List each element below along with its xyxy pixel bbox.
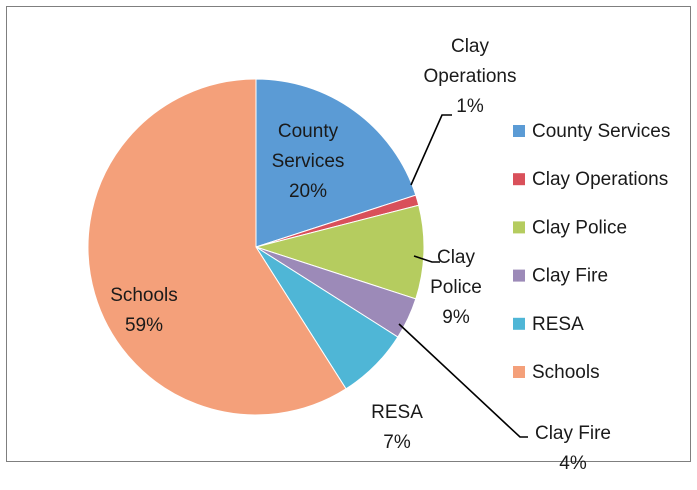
data-label-line: RESA [371,402,423,423]
legend-swatch-schools [513,366,525,378]
data-label-clay-police: Clay Police 9% [430,247,482,328]
pie-slice-schools [87,78,347,416]
legend-item-county-services: County Services [513,121,670,142]
legend-label-clay-police: Clay Police [532,217,627,238]
data-label-line: 4% [559,453,587,474]
data-label-clay-fire: Clay Fire 4% [535,423,611,474]
legend-label-clay-operations: Clay Operations [532,169,668,190]
legend-item-schools: Schools [513,362,600,383]
data-label-county-services: County Services 20% [272,121,345,202]
pie-slices [87,78,425,416]
legend-item-clay-operations: Clay Operations [513,169,668,190]
data-label-line: Schools [110,285,178,306]
legend-swatch-resa [513,317,525,330]
data-label-line: Clay [437,247,476,268]
data-label-line: 20% [289,181,327,202]
legend: County Services Clay Operations Clay Polic… [513,121,670,383]
data-label-schools: Schools 59% [110,285,178,336]
legend-swatch-clay-operations [513,173,525,186]
legend-label-county-services: County Services [532,121,670,142]
pie-slice-county-services [255,78,417,248]
legend-label-schools: Schools [532,362,600,383]
leader-line-clay-police [413,255,440,263]
data-label-line: 59% [125,315,163,336]
data-label-line: 7% [383,432,411,453]
legend-item-clay-police: Clay Police [513,217,627,238]
data-label-line: Police [430,277,482,298]
pie-slice-clay-police [254,204,425,300]
data-label-line: Clay Fire [535,423,611,444]
data-label-line: 9% [442,307,470,328]
legend-label-resa: RESA [532,314,584,335]
leader-lines [398,114,528,438]
leader-line-clay-operations [410,114,452,186]
data-label-resa: RESA 7% [371,402,423,453]
data-labels: County Services 20% Clay Operations 1% Clay Pol… [110,36,611,474]
data-label-clay-operations: Clay Operations 1% [424,36,517,117]
data-label-line: Clay [451,36,490,57]
legend-swatch-clay-police [513,221,525,234]
legend-item-resa: RESA [513,314,584,335]
legend-swatch-county-services [513,125,525,137]
data-label-line: Services [272,151,345,172]
data-label-line: 1% [456,96,484,117]
data-label-line: Operations [424,66,517,87]
legend-label-clay-fire: Clay Fire [532,266,608,287]
legend-swatch-clay-fire [513,269,525,282]
legend-item-clay-fire: Clay Fire [513,266,608,287]
data-label-line: County [278,121,339,142]
leader-line-clay-fire [398,323,528,438]
